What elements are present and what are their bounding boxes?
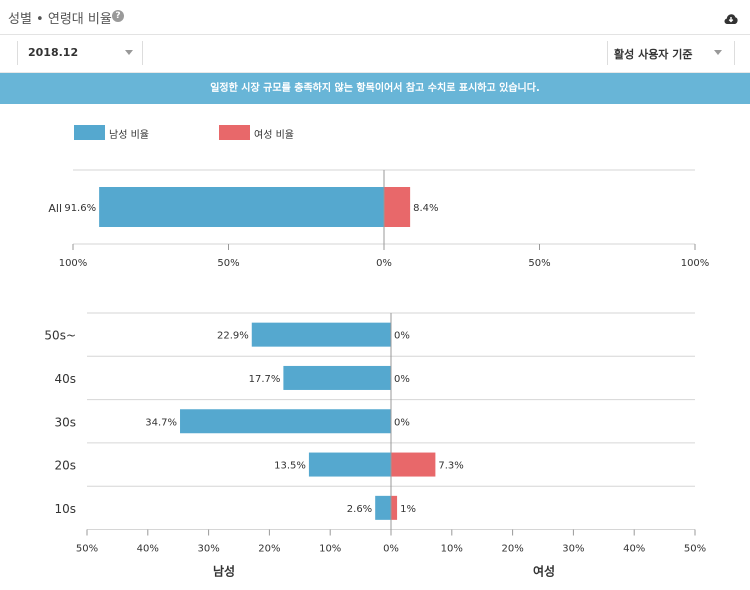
- x-tick-label: 100%: [681, 258, 710, 269]
- x-tick-label: 30%: [197, 544, 219, 555]
- notice-banner: 일정한 시장 규모를 충족하지 않는 항목이어서 참고 수치로 표시하고 있습니…: [0, 73, 750, 104]
- data-label-male: 2.6%: [347, 504, 372, 515]
- x-tick-label: 30%: [562, 544, 584, 555]
- chevron-down-icon: [125, 50, 133, 55]
- data-label-female: 0%: [394, 331, 410, 342]
- x-tick-label: 10%: [441, 544, 463, 555]
- bar-male: [308, 452, 391, 477]
- data-label-male: 91.6%: [64, 203, 96, 214]
- legend-male-swatch: [74, 125, 105, 140]
- x-axis-label-female: 여성: [533, 564, 555, 579]
- data-label-male: 17.7%: [249, 374, 281, 385]
- bar-male: [375, 495, 391, 520]
- bar-female: [391, 452, 436, 477]
- data-label-male: 22.9%: [217, 331, 249, 342]
- x-tick-label: 50%: [76, 544, 98, 555]
- question-circle-icon[interactable]: ?: [112, 10, 124, 22]
- panel-title: 성별 • 연령대 비율: [8, 12, 112, 27]
- panel-header: 성별 • 연령대 비율 ?: [0, 0, 750, 35]
- bar-male: [283, 365, 391, 390]
- x-tick-label: 20%: [501, 544, 523, 555]
- legend-female-swatch: [219, 125, 250, 140]
- category-label: 40s: [54, 372, 76, 386]
- x-axis-label-male: 남성: [213, 564, 235, 579]
- data-label-female: 0%: [394, 374, 410, 385]
- data-label-female: 7.3%: [438, 461, 463, 472]
- x-tick-label: 20%: [258, 544, 280, 555]
- date-select[interactable]: 2018.12: [17, 41, 143, 65]
- category-label: 10s: [54, 502, 76, 516]
- data-label-male: 13.5%: [274, 461, 306, 472]
- basis-select[interactable]: 활성 사용자 기준: [607, 41, 735, 65]
- date-select-value: 2018.12: [28, 46, 79, 59]
- x-tick-label: 40%: [137, 544, 159, 555]
- bar-male: [251, 322, 391, 347]
- legend-male-label: 남성 비율: [109, 130, 149, 141]
- x-tick-label: 0%: [376, 258, 392, 269]
- x-tick-label: 50%: [217, 258, 239, 269]
- data-label-female: 1%: [400, 504, 416, 515]
- category-label: 30s: [54, 415, 76, 429]
- category-label: 20s: [54, 459, 76, 473]
- category-label: 50s~: [44, 329, 76, 343]
- data-label-female: 8.4%: [413, 203, 438, 214]
- data-label-male: 34.7%: [145, 417, 177, 428]
- filter-bar: 2018.12 활성 사용자 기준: [0, 35, 750, 73]
- x-tick-label: 50%: [528, 258, 550, 269]
- bar-female: [391, 495, 398, 520]
- x-tick-label: 10%: [319, 544, 341, 555]
- x-tick-label: 100%: [59, 258, 88, 269]
- chevron-down-icon: [714, 50, 722, 55]
- bar-male: [180, 409, 391, 434]
- legend-female-label: 여성 비율: [254, 130, 294, 141]
- x-tick-label: 0%: [383, 544, 399, 555]
- data-label-female: 0%: [394, 417, 410, 428]
- x-tick-label: 50%: [684, 544, 706, 555]
- category-label: All: [48, 202, 62, 215]
- basis-select-value: 활성 사용자 기준: [614, 48, 693, 61]
- x-tick-label: 40%: [623, 544, 645, 555]
- bar-male: [99, 187, 385, 227]
- bar-female: [384, 187, 411, 227]
- cloud-download-icon[interactable]: [724, 10, 738, 29]
